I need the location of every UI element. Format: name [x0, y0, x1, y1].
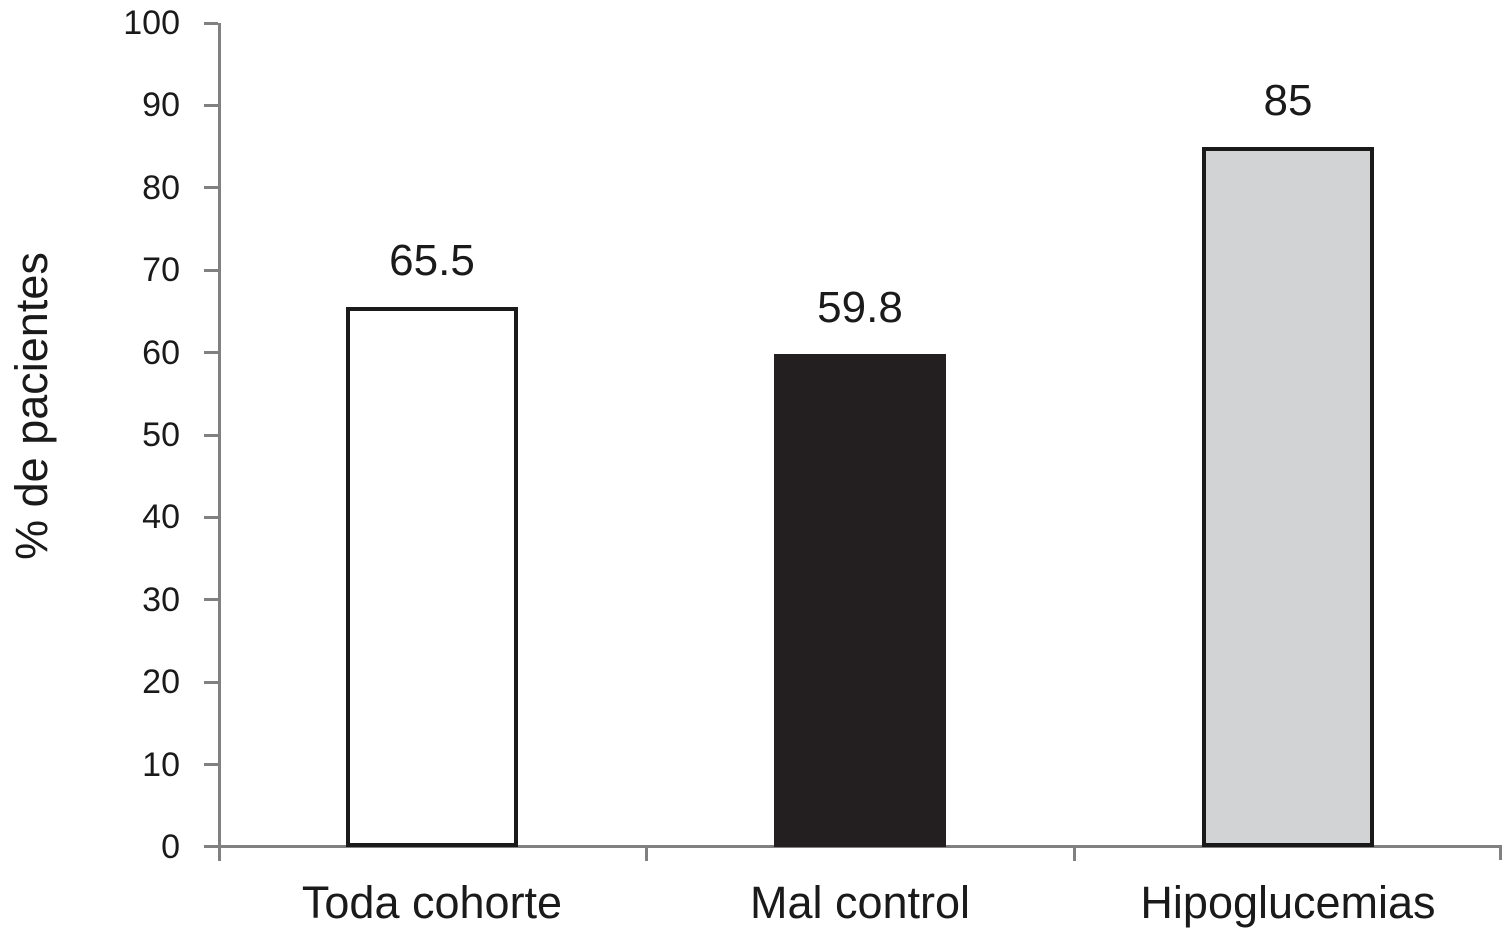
y-tick-label: 70: [142, 251, 180, 290]
y-tick-label: 30: [142, 580, 180, 619]
y-tick-label: 80: [142, 168, 180, 207]
y-axis-line: [218, 23, 221, 861]
y-tick-mark: [204, 598, 218, 602]
bar-value-label: 59.8: [817, 283, 903, 333]
bar-value-label: 65.5: [389, 236, 475, 286]
x-category-label: Toda cohorte: [301, 877, 563, 928]
bar-value-label: 85: [1263, 75, 1313, 125]
y-tick-label: 20: [142, 663, 180, 702]
y-tick-mark: [204, 103, 218, 107]
y-tick-label: 60: [142, 333, 180, 372]
bar: [346, 307, 518, 847]
y-tick-label: 0: [161, 828, 180, 866]
y-tick-mark: [204, 433, 218, 437]
bar: [774, 354, 946, 847]
y-tick-mark: [204, 515, 218, 519]
y-tick-mark: [204, 21, 218, 25]
y-tick-mark: [204, 268, 218, 272]
x-category-label: Mal control: [749, 877, 971, 928]
x-category-label: Hipoglucemias: [1140, 877, 1436, 928]
y-tick-mark: [204, 680, 218, 684]
category-separator-tick: [1072, 847, 1076, 861]
category-separator-tick: [644, 847, 648, 861]
y-tick-label: 90: [142, 86, 180, 125]
y-tick-mark: [204, 351, 218, 355]
x-axis-end-tick: [1499, 845, 1502, 860]
y-tick-label: 100: [123, 4, 180, 42]
y-tick-mark: [204, 186, 218, 190]
y-tick-label: 50: [142, 416, 180, 454]
y-tick-label: 10: [142, 745, 180, 784]
y-tick-label: 40: [142, 498, 180, 537]
y-tick-mark: [204, 763, 218, 767]
bar: [1202, 146, 1374, 847]
